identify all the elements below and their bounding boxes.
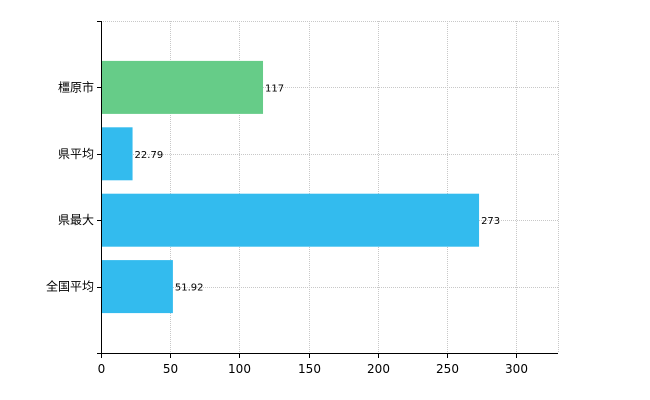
- bar-3: [102, 260, 173, 314]
- labels: 117 橿原市 22.79 県平均 273 県最大 51.92 全国平均 0 50 100 150 20…: [46, 79, 528, 376]
- grid: [101, 21, 559, 353]
- bar-1: [102, 127, 133, 181]
- category-label-1: 県平均: [58, 147, 94, 161]
- value-label-1: 22.79: [135, 150, 164, 161]
- value-label-3: 51.92: [175, 283, 204, 294]
- x-tick-label-4: 200: [367, 362, 390, 376]
- x-tick-label-3: 150: [298, 362, 321, 376]
- x-tick-label-0: 0: [98, 362, 106, 376]
- bar-0: [102, 60, 264, 114]
- category-label-3: 全国平均: [46, 279, 94, 294]
- bars: [102, 60, 480, 314]
- axes: [97, 21, 558, 358]
- bar-2: [102, 193, 480, 247]
- category-label-2: 県最大: [58, 213, 94, 227]
- value-label-2: 273: [481, 216, 500, 227]
- x-tick-label-1: 50: [163, 362, 178, 376]
- x-tick-label-2: 100: [228, 362, 251, 376]
- x-tick-label-5: 250: [436, 362, 459, 376]
- category-label-0: 橿原市: [58, 79, 94, 94]
- x-tick-label-6: 300: [505, 362, 528, 376]
- value-label-0: 117: [265, 83, 284, 94]
